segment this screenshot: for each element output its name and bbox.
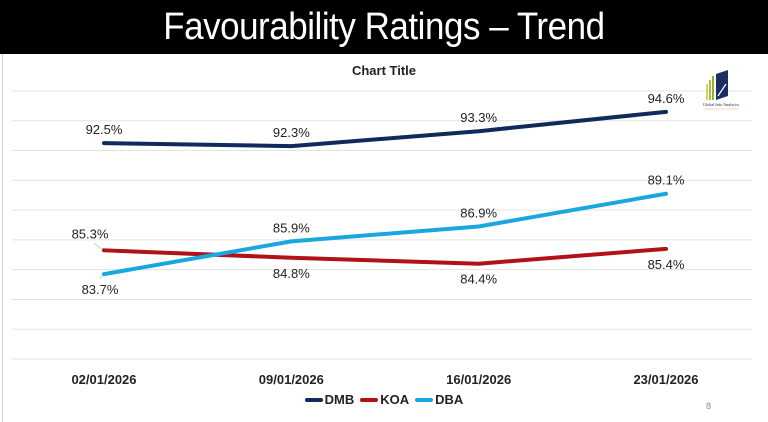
data-label-koa: 84.4%	[460, 272, 497, 287]
x-axis-tick-labels: 02/01/2026 09/01/2026 16/01/2026 23/01/2026	[71, 372, 698, 387]
data-label-dba: 89.1%	[648, 173, 685, 188]
legend-label-dba: DBA	[435, 392, 464, 407]
x-tick-label: 16/01/2026	[446, 372, 511, 387]
legend-swatch-dmb	[304, 397, 323, 402]
label-leader-line	[93, 242, 103, 250]
logo-text: Global Info Analytics	[703, 102, 740, 107]
series-line-koa	[102, 246, 668, 266]
legend-label-dmb: DMB	[324, 392, 355, 407]
legend-label-koa: KOA	[380, 392, 410, 407]
slide-header: Favourability Ratings – Trend	[0, 0, 768, 54]
page-number: 8	[706, 401, 712, 411]
legend-item-dba[interactable]: DBA	[415, 392, 463, 407]
x-tick-label: 09/01/2026	[259, 372, 324, 387]
slide-frame-border	[2, 54, 3, 422]
legend-swatch-dba	[415, 397, 434, 402]
x-tick-label: 23/01/2026	[633, 372, 698, 387]
chart-legend: DMB KOA DBA	[0, 392, 768, 407]
legend-item-dmb[interactable]: DMB	[304, 392, 355, 407]
label-leader-line	[99, 274, 104, 279]
series-line-dmb	[102, 109, 668, 149]
x-tick-label: 02/01/2026	[71, 372, 136, 387]
gridlines	[12, 90, 752, 360]
data-label-koa: 84.8%	[273, 266, 310, 281]
data-label-dmb: 94.6%	[648, 91, 685, 106]
legend-swatch-koa	[360, 397, 379, 402]
data-label-dba: 86.9%	[460, 205, 497, 220]
data-label-dmb: 92.5%	[86, 122, 123, 137]
analytics-logo-icon: Global Info Analytics	[698, 70, 744, 112]
data-label-dmb: 93.3%	[460, 110, 497, 125]
legend-item-koa[interactable]: KOA	[360, 392, 409, 407]
data-label-dmb: 92.3%	[273, 125, 310, 140]
data-labels: 92.5% 92.3% 93.3% 94.6% 85.3% 84.8% 84.4% 85.4%…	[72, 91, 685, 297]
chart-title: Chart Title	[351, 63, 417, 78]
series-lines	[102, 109, 668, 277]
data-label-dba: 85.9%	[273, 220, 310, 235]
data-label-koa: 85.4%	[648, 257, 685, 272]
data-label-koa: 85.3%	[72, 226, 109, 241]
series-line-dba	[102, 191, 668, 277]
data-label-dba: 83.7%	[82, 282, 119, 297]
slide-title: Favourability Ratings – Trend	[163, 5, 605, 48]
